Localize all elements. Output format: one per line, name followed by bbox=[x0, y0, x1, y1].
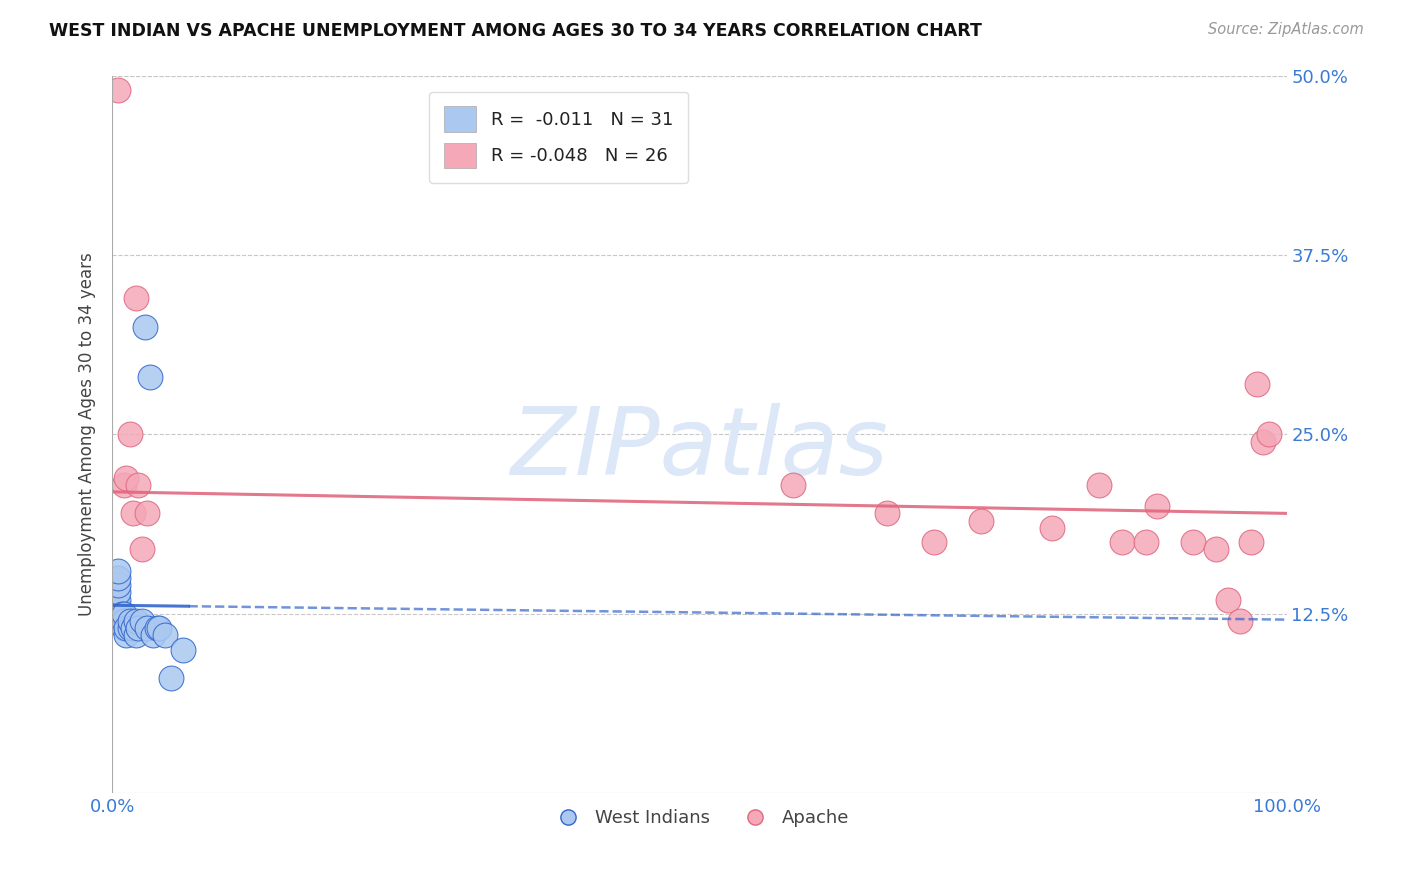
Point bbox=[1181, 535, 1204, 549]
Point bbox=[107, 571, 129, 585]
Point bbox=[1040, 521, 1063, 535]
Point bbox=[118, 614, 141, 628]
Point bbox=[107, 599, 129, 614]
Point bbox=[112, 621, 135, 635]
Point bbox=[125, 291, 148, 305]
Point bbox=[142, 628, 165, 642]
Point bbox=[115, 628, 138, 642]
Point bbox=[1246, 377, 1268, 392]
Point bbox=[107, 585, 129, 599]
Legend: West Indians, Apache: West Indians, Apache bbox=[543, 802, 856, 835]
Text: Source: ZipAtlas.com: Source: ZipAtlas.com bbox=[1208, 22, 1364, 37]
Point bbox=[1229, 614, 1251, 628]
Point bbox=[112, 607, 135, 621]
Y-axis label: Unemployment Among Ages 30 to 34 years: Unemployment Among Ages 30 to 34 years bbox=[79, 252, 96, 616]
Point bbox=[922, 535, 945, 549]
Point bbox=[139, 370, 162, 384]
Point bbox=[107, 578, 129, 592]
Point bbox=[111, 607, 134, 621]
Point bbox=[153, 628, 176, 642]
Point bbox=[125, 628, 148, 642]
Point bbox=[118, 621, 141, 635]
Point bbox=[1240, 535, 1263, 549]
Point bbox=[136, 507, 159, 521]
Text: WEST INDIAN VS APACHE UNEMPLOYMENT AMONG AGES 30 TO 34 YEARS CORRELATION CHART: WEST INDIAN VS APACHE UNEMPLOYMENT AMONG… bbox=[49, 22, 981, 40]
Point bbox=[127, 621, 149, 635]
Point bbox=[1087, 477, 1109, 491]
Point bbox=[122, 507, 145, 521]
Point bbox=[1135, 535, 1157, 549]
Point bbox=[112, 614, 135, 628]
Point bbox=[127, 477, 149, 491]
Point bbox=[134, 319, 156, 334]
Point bbox=[125, 614, 148, 628]
Point bbox=[122, 621, 145, 635]
Point bbox=[782, 477, 804, 491]
Point bbox=[146, 621, 169, 635]
Point bbox=[107, 607, 129, 621]
Point bbox=[1216, 592, 1239, 607]
Point bbox=[115, 470, 138, 484]
Point bbox=[112, 477, 135, 491]
Point bbox=[107, 592, 129, 607]
Point bbox=[1146, 500, 1168, 514]
Point bbox=[160, 672, 183, 686]
Point bbox=[172, 642, 194, 657]
Point bbox=[111, 614, 134, 628]
Point bbox=[115, 621, 138, 635]
Point bbox=[131, 542, 153, 557]
Point bbox=[148, 621, 170, 635]
Point bbox=[970, 514, 993, 528]
Point bbox=[131, 614, 153, 628]
Point bbox=[118, 427, 141, 442]
Point bbox=[876, 507, 898, 521]
Point bbox=[107, 564, 129, 578]
Point bbox=[1258, 427, 1281, 442]
Point bbox=[1205, 542, 1227, 557]
Point bbox=[136, 621, 159, 635]
Point bbox=[1251, 434, 1274, 449]
Text: ZIPatlas: ZIPatlas bbox=[510, 403, 889, 494]
Point bbox=[1111, 535, 1133, 549]
Point bbox=[107, 599, 129, 614]
Point bbox=[107, 83, 129, 97]
